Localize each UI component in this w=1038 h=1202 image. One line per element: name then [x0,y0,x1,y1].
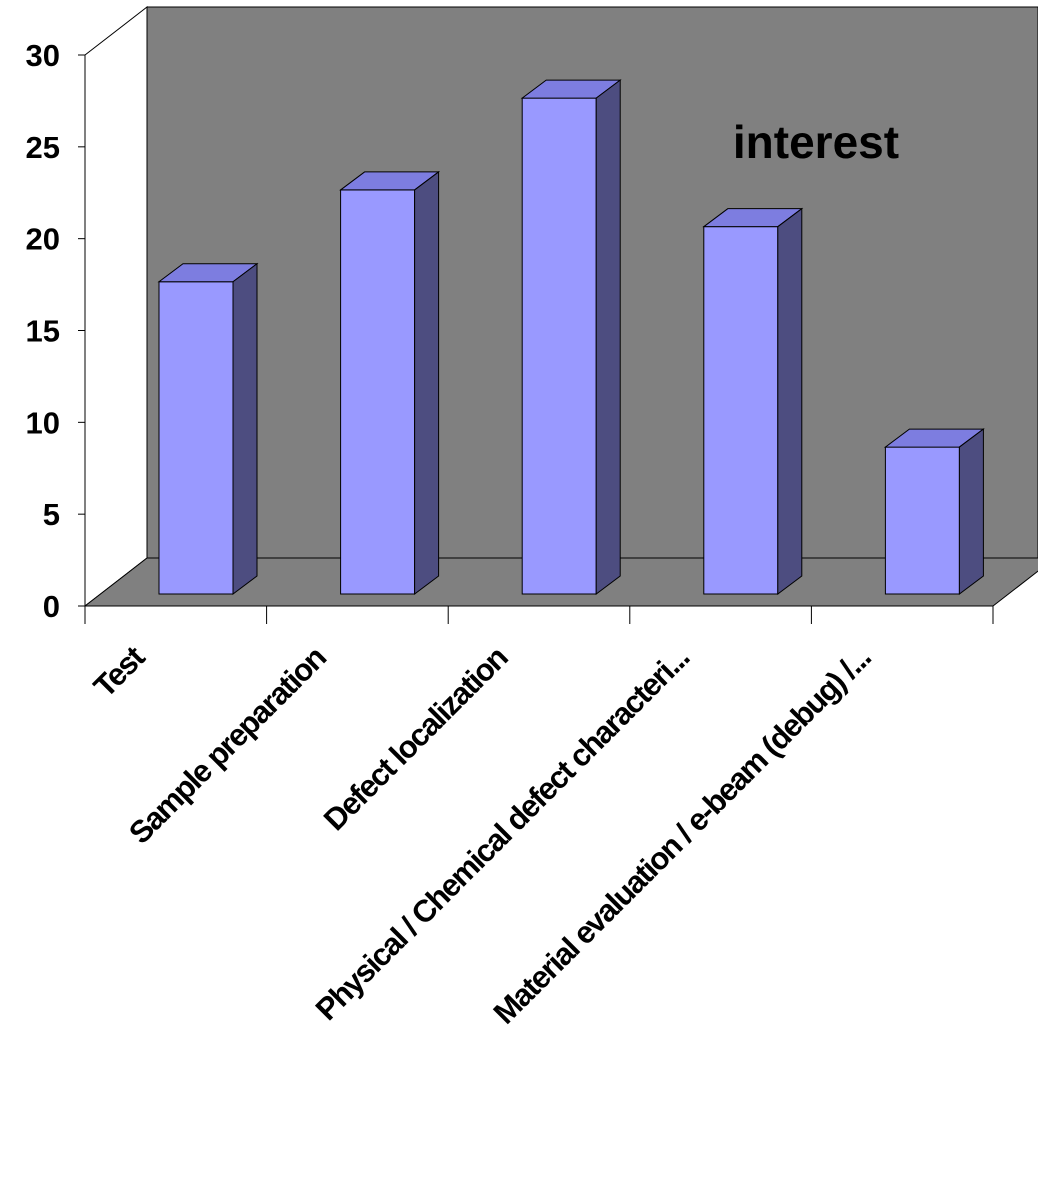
y-tick-label: 20 [26,222,60,257]
bar [520,79,622,595]
bar [339,170,441,595]
bar-front [703,226,779,595]
bar-front [340,189,416,595]
x-tick-label: Defect localization [317,640,514,837]
y-tick-label: 0 [43,589,60,624]
bar-side [958,428,984,595]
bar [702,207,804,595]
bar-side [232,262,258,595]
bar-front [521,97,597,595]
bars [157,79,985,595]
x-tick-label: Test [87,639,152,704]
bar [883,428,985,595]
x-tick-label: Physical / Chemical defect characteri... [309,640,696,1027]
x-tick-label: Sample preparation [122,640,333,851]
bar-front [884,446,960,595]
y-tick-label: 30 [26,38,60,73]
bar-side [595,79,621,595]
side-wall [84,5,148,608]
y-tick-label: 15 [26,314,60,349]
bar-front [158,281,234,595]
y-axis: 0 5 10 15 20 25 30 [26,38,994,624]
chart-annotation: interest [733,116,899,168]
y-tick-label: 25 [26,130,60,165]
bar-side [414,170,440,595]
x-tick-label: Material evaluation / e-beam (debug) /..… [487,640,878,1031]
bar [157,262,259,595]
bar-side [777,207,803,595]
y-tick-label: 5 [43,497,60,532]
y-tick-label: 10 [26,405,60,440]
